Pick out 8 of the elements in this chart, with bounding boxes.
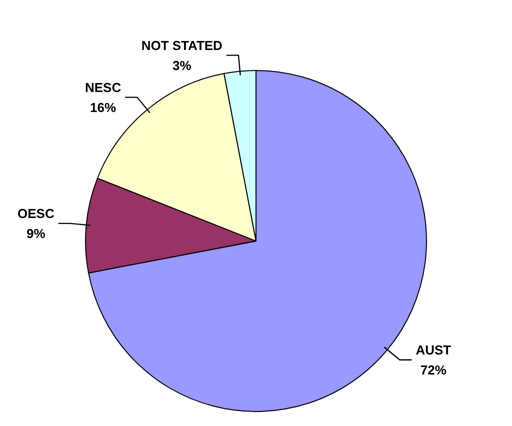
slice-label: NOT STATED	[141, 38, 222, 53]
data-label: 16%	[90, 100, 117, 115]
data-label: 72%	[420, 362, 447, 378]
data-label: 3%	[172, 58, 192, 73]
slice-label: AUST	[416, 342, 452, 358]
slice-label: NESC	[85, 80, 122, 95]
data-label: 9%	[26, 226, 46, 242]
slice-label: OESC	[17, 206, 55, 222]
